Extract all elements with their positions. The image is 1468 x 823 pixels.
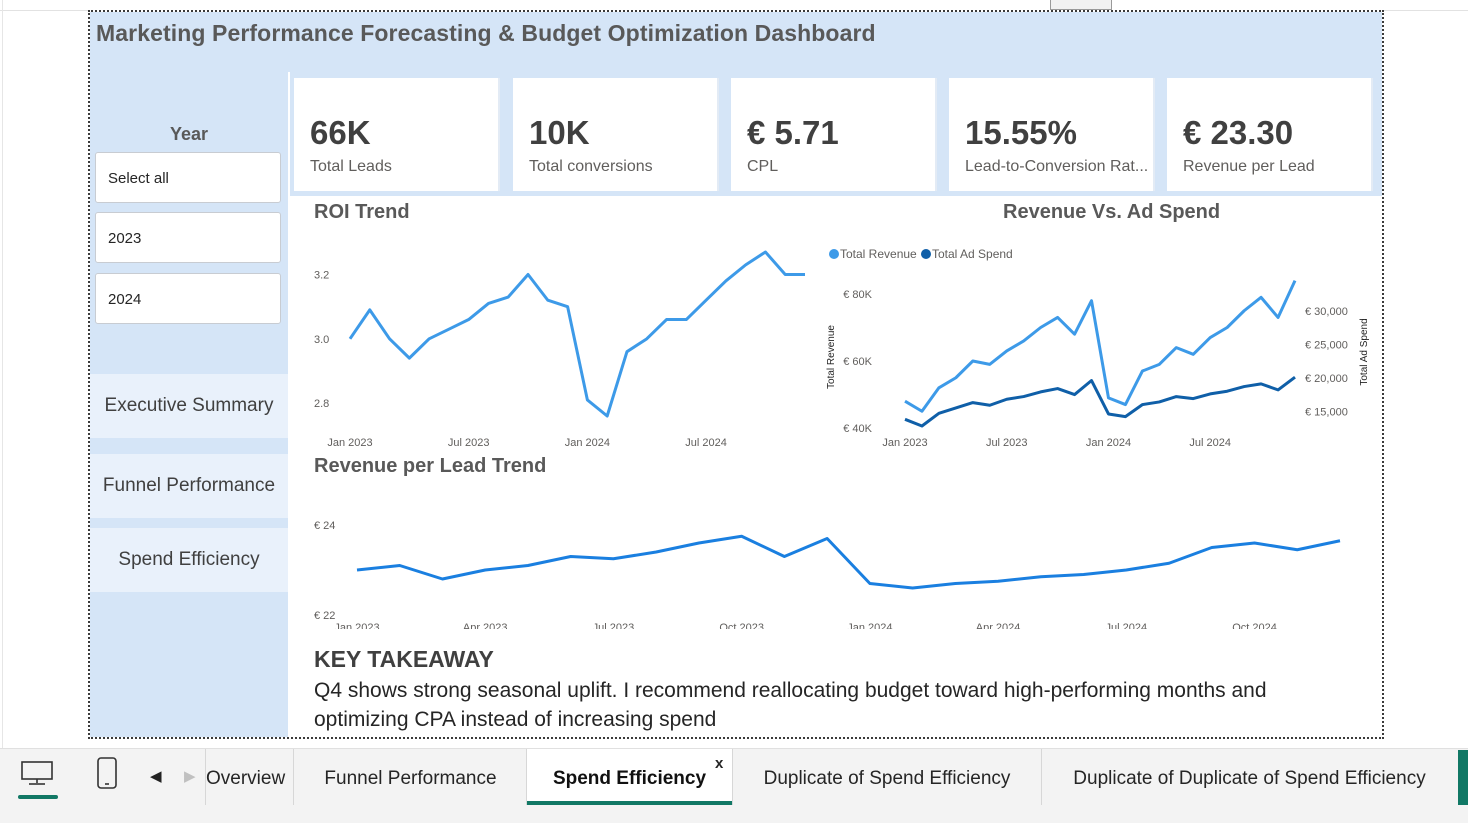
kpi-label: Revenue per Lead — [1183, 158, 1315, 175]
legend-label-1: Total Ad Spend — [932, 247, 1013, 261]
rpl-xtick-label: Oct 2023 — [719, 622, 764, 629]
kpi-label: Total Leads — [310, 158, 392, 175]
canvas-left-border — [2, 0, 3, 748]
key-takeaway-heading: KEY TAKEAWAY — [314, 646, 494, 672]
roi-chart-title: ROI Trend — [314, 201, 410, 223]
revenue-adspend-chart-title: Revenue Vs. Ad Spend — [1003, 201, 1221, 223]
legend-label-0: Total Revenue — [840, 247, 917, 261]
roi-ytick-label: 2.8 — [314, 398, 329, 410]
tab-close-icon[interactable]: x — [715, 755, 724, 772]
desktop-view-indicator — [18, 795, 58, 799]
rev-ylabel-left: Total Revenue — [826, 325, 837, 389]
kpi-label: Total conversions — [529, 158, 653, 175]
report-page: Marketing Performance Forecasting & Budg… — [88, 10, 1384, 739]
rpl-xtick-label: Jul 2024 — [1106, 622, 1148, 629]
rpl-ytick-label: € 24 — [314, 520, 335, 532]
tabbar-accent-edge — [1458, 750, 1468, 805]
nav-executive-summary[interactable]: Executive Summary — [90, 374, 288, 438]
roi-xtick-label: Jan 2023 — [327, 437, 372, 447]
rpl-xtick-label: Jan 2024 — [847, 622, 892, 629]
rpl-xtick-label: Apr 2023 — [463, 622, 508, 629]
kpi-value: 10K — [529, 114, 590, 151]
adspend-line — [904, 375, 1296, 428]
kpi-card-lead-to-conversion-rate: 15.55% Lead-to-Conversion Rat... — [949, 78, 1155, 191]
page-title: Marketing Performance Forecasting & Budg… — [96, 20, 876, 46]
kpi-label: CPL — [747, 158, 779, 175]
kpi-card-revenue-per-lead: € 23.30 Revenue per Lead — [1167, 78, 1373, 191]
scroll-right-icon[interactable]: ▶ — [184, 768, 196, 785]
tab-duplicate-of-duplicate[interactable]: Duplicate of Duplicate of Spend Efficien… — [1042, 749, 1457, 805]
rpl-xtick-label: Oct 2024 — [1232, 622, 1277, 629]
tab-spend-efficiency[interactable]: Spend Efficiency — [527, 749, 733, 805]
rev-ytick-left: € 80K — [843, 289, 872, 301]
rev-ylabel-right: Total Ad Spend — [1359, 318, 1370, 385]
slicer-option-2024[interactable]: 2024 — [95, 273, 281, 324]
desktop-icon[interactable] — [20, 760, 54, 791]
revenue-vs-adspend-chart: Total Revenue Total Ad Spend € 40K € 60K € 8… — [826, 247, 1370, 447]
rev-xtick-label: Jan 2024 — [1086, 437, 1131, 447]
roi-xtick-label: Jan 2024 — [565, 437, 610, 447]
page-tab-bar: ◀ ▶ Overview Funnel Performance Spend Ef… — [0, 748, 1468, 823]
roi-ytick-label: 3.0 — [314, 334, 329, 346]
tab-overview[interactable]: Overview — [205, 749, 294, 805]
rpl-xtick-label: Jul 2023 — [593, 622, 635, 629]
key-takeaway-text: Q4 shows strong seasonal uplift. I recom… — [314, 679, 1267, 731]
nav-funnel-performance-label: Funnel Performance — [102, 475, 276, 496]
kpi-value: 66K — [310, 114, 371, 151]
phone-icon[interactable] — [96, 756, 118, 795]
roi-trend-chart: 2.8 3.0 3.2 Jan 2023 Jul 2023 Jan 2024 Jul 202… — [314, 250, 805, 447]
rev-ytick-right: € 20,000 — [1305, 373, 1348, 385]
rev-ytick-right: € 15,000 — [1305, 406, 1348, 418]
rev-xtick-label: Jul 2023 — [986, 437, 1028, 447]
kpi-label: Lead-to-Conversion Rat... — [965, 158, 1149, 175]
scroll-left-icon[interactable]: ◀ — [150, 768, 162, 785]
roi-xtick-label: Jul 2023 — [448, 437, 490, 447]
kpi-row: 66K Total Leads 10K Total conversions € … — [290, 72, 1382, 196]
active-tab-indicator — [527, 801, 732, 805]
legend-dot-0 — [829, 249, 839, 259]
slicer-option-select-all[interactable]: Select all — [95, 152, 281, 203]
roi-ytick-label: 3.2 — [314, 270, 329, 282]
rpl-chart-title: Revenue per Lead Trend — [314, 455, 547, 477]
kpi-value: € 5.71 — [747, 114, 839, 151]
slicer-option-2023[interactable]: 2023 — [95, 212, 281, 263]
roi-line — [348, 250, 805, 418]
tab-funnel-performance-label: Funnel Performance — [324, 768, 497, 789]
revenue-per-lead-chart: € 22 € 24 Jan 2023 Apr 2023 Jul 2023 Oct 2023… — [314, 520, 1341, 629]
tab-duplicate-duplicate-label: Duplicate of Duplicate of Spend Efficien… — [1073, 768, 1426, 789]
tab-duplicate-label: Duplicate of Spend Efficiency — [763, 768, 1011, 789]
kpi-value: 15.55% — [965, 114, 1077, 151]
rev-xtick-label: Jul 2024 — [1189, 437, 1231, 447]
rpl-xtick-label: Apr 2024 — [976, 622, 1021, 629]
rpl-line — [356, 534, 1341, 590]
tab-overview-label: Overview — [206, 768, 286, 789]
title-bar: Marketing Performance Forecasting & Budg… — [90, 12, 1382, 72]
nav-funnel-performance[interactable]: Funnel Performance — [90, 454, 288, 518]
rev-ytick-right: € 25,000 — [1305, 339, 1348, 351]
rev-ytick-right: € 30,000 — [1305, 306, 1348, 318]
roi-xtick-label: Jul 2024 — [685, 437, 727, 447]
kpi-card-total-leads: 66K Total Leads — [294, 78, 500, 191]
kpi-card-total-conversions: 10K Total conversions — [513, 78, 719, 191]
rev-xtick-label: Jan 2023 — [882, 437, 927, 447]
rev-ytick-left: € 40K — [843, 423, 872, 435]
tab-duplicate-spend-efficiency[interactable]: Duplicate of Spend Efficiency — [733, 749, 1042, 805]
toolbar-handle[interactable] — [1050, 0, 1112, 10]
nav-spend-efficiency[interactable]: Spend Efficiency — [90, 528, 288, 592]
rev-ytick-left: € 60K — [843, 356, 872, 368]
kpi-card-cpl: € 5.71 CPL — [731, 78, 937, 191]
nav-executive-summary-label: Executive Summary — [104, 395, 274, 416]
tab-funnel-performance[interactable]: Funnel Performance — [295, 749, 527, 805]
legend-dot-1 — [921, 249, 931, 259]
revenue-line — [904, 279, 1297, 413]
nav-spend-efficiency-label: Spend Efficiency — [118, 549, 260, 570]
tab-spend-efficiency-label: Spend Efficiency — [552, 768, 707, 789]
kpi-value: € 23.30 — [1183, 114, 1294, 151]
rpl-ytick-label: € 22 — [314, 610, 335, 622]
rpl-xtick-label: Jan 2023 — [334, 622, 379, 629]
tabbar-divider — [0, 748, 1468, 749]
year-slicer-label: Year — [169, 124, 209, 144]
